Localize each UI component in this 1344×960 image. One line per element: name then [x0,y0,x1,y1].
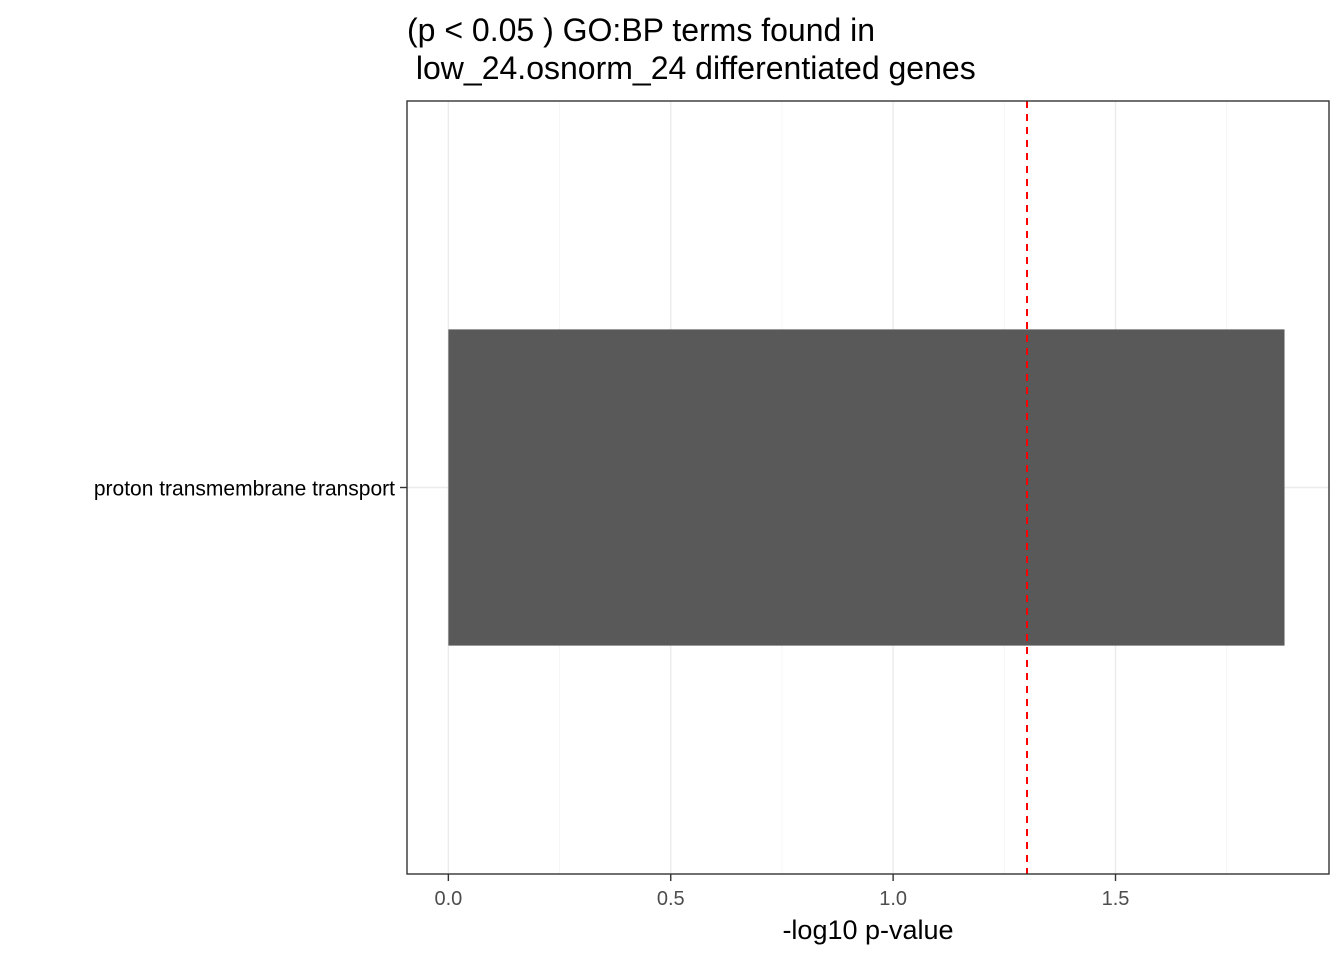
x-tick-label: 0.5 [657,888,685,910]
x-tick-label: 1.0 [879,888,907,910]
y-axis-ticks: proton transmembrane transport [94,478,407,501]
x-tick-label: 1.5 [1102,888,1130,910]
bar-0 [448,329,1285,646]
bars [448,329,1285,646]
category-label: proton transmembrane transport [94,478,395,501]
x-axis-ticks: 0.0 0.5 1.0 1.5 [434,874,1129,910]
x-axis-title: -log10 p-value [782,915,953,945]
chart-title-line-2: low_24.osnorm_24 differentiated genes [407,50,976,86]
x-tick-label: 0.0 [434,888,462,910]
chart-title-line-1: (p < 0.05 ) GO:BP terms found in [407,12,875,48]
